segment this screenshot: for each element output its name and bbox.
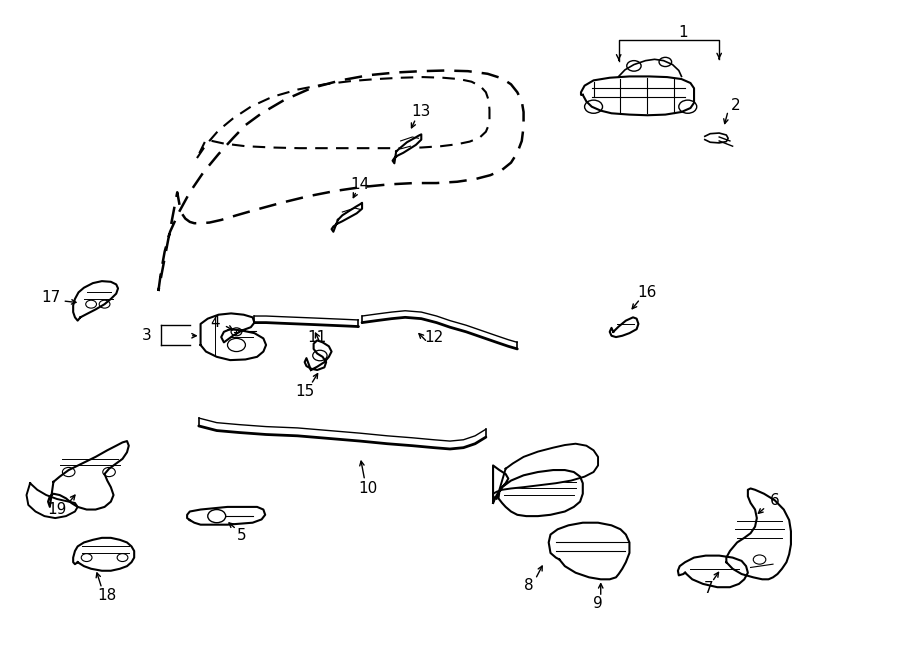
Polygon shape [581, 77, 694, 115]
Text: 4: 4 [210, 315, 220, 330]
Text: 5: 5 [237, 528, 247, 543]
Text: 2: 2 [731, 98, 740, 113]
Text: 19: 19 [48, 502, 67, 517]
Polygon shape [609, 317, 638, 337]
Text: 16: 16 [638, 285, 657, 300]
Text: 13: 13 [411, 104, 431, 120]
Text: 8: 8 [524, 578, 534, 594]
Polygon shape [493, 444, 598, 499]
Text: 6: 6 [770, 493, 779, 508]
Text: 18: 18 [97, 588, 117, 603]
Text: 11: 11 [308, 330, 327, 344]
Polygon shape [26, 483, 77, 518]
Polygon shape [73, 281, 118, 321]
Text: 1: 1 [679, 26, 688, 40]
Text: 12: 12 [424, 330, 444, 344]
Polygon shape [493, 465, 583, 516]
Polygon shape [73, 538, 134, 570]
Polygon shape [726, 488, 791, 579]
Text: 7: 7 [704, 581, 713, 596]
Polygon shape [201, 313, 266, 360]
Polygon shape [678, 556, 748, 587]
Text: 17: 17 [41, 290, 60, 305]
Polygon shape [392, 134, 421, 163]
Text: 9: 9 [593, 596, 603, 611]
Polygon shape [304, 340, 331, 370]
Polygon shape [705, 133, 728, 143]
Text: 15: 15 [295, 383, 314, 399]
Polygon shape [48, 441, 129, 510]
Text: 10: 10 [358, 481, 377, 496]
Polygon shape [549, 523, 629, 579]
Text: 3: 3 [142, 329, 151, 343]
Polygon shape [187, 507, 266, 525]
Polygon shape [331, 203, 362, 232]
Text: 14: 14 [351, 177, 370, 192]
